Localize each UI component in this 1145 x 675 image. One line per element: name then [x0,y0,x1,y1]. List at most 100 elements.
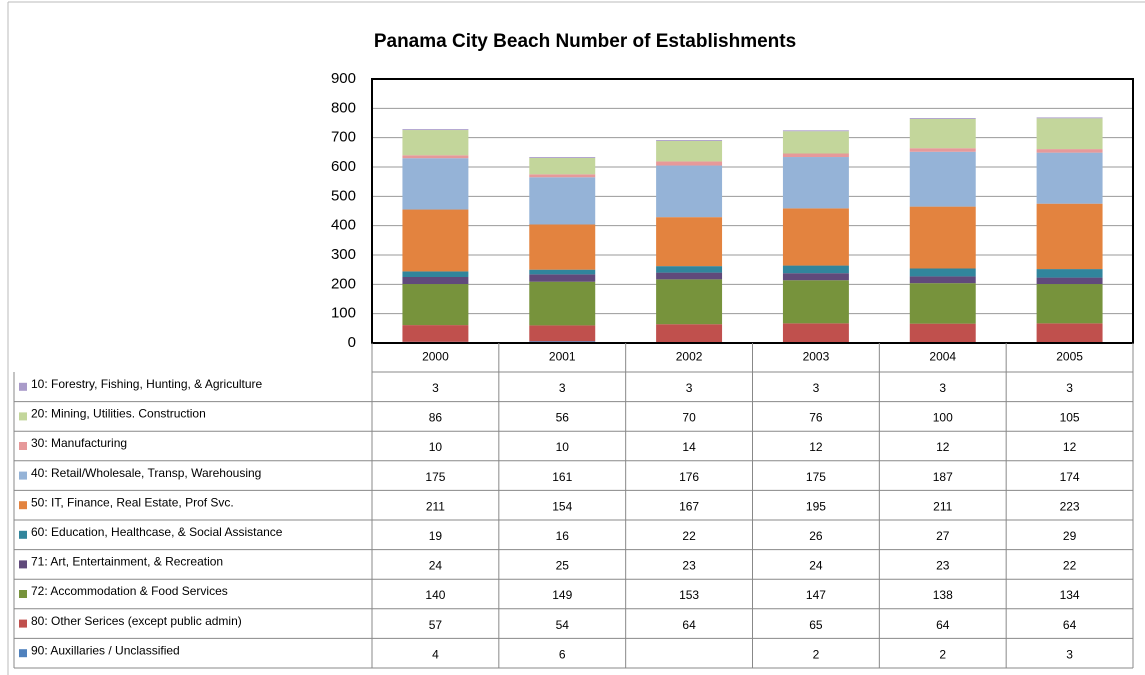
bar-segment [656,165,723,218]
table-value: 175 [806,470,826,484]
legend-key [19,501,27,510]
bar-segment [529,174,596,178]
bar-segment [402,209,469,272]
table-value: 140 [425,588,445,602]
bar-segment [529,177,596,225]
legend-key [19,412,27,421]
legend-label: 50: IT, Finance, Real Estate, Prof Svc. [31,495,234,509]
bar-segment [656,324,723,343]
bar-segment [1036,152,1103,204]
table-value: 3 [559,381,566,395]
table-value: 3 [686,381,693,395]
legend-key [19,471,27,480]
table-value: 12 [936,440,950,454]
y-tick-label: 400 [331,217,356,234]
bar-segment [529,224,596,270]
table-value: 3 [939,381,946,395]
table-value: 12 [809,440,823,454]
legend-label: 30: Manufacturing [31,436,127,450]
table-value: 10 [429,440,443,454]
table-value: 10 [556,440,570,454]
table-value: 65 [809,618,823,632]
table-value: 29 [1063,529,1077,543]
table-value: 6 [559,647,566,661]
table-value: 4 [432,647,439,661]
bar-segment [782,265,849,274]
bar-segment [1036,284,1103,324]
table-value: 26 [809,529,823,543]
bar-segment [402,155,469,159]
y-tick-label: 300 [331,246,356,263]
table-value: 195 [806,499,826,513]
bar-segment [656,161,723,166]
table-value: 149 [552,588,572,602]
bar-segment [529,157,596,158]
table-value: 138 [933,588,953,602]
plot-border [371,78,1134,344]
table-value: 56 [556,411,570,425]
bar-segment [402,158,469,210]
table-value: 27 [936,529,950,543]
table-value: 64 [682,618,696,632]
table-value: 22 [682,529,696,543]
y-tick-label: 700 [331,129,356,146]
table-value: 23 [936,559,950,573]
table-value: 3 [1066,647,1073,661]
table-value: 64 [936,618,950,632]
table-value: 105 [1060,411,1080,425]
bar-segment [656,266,723,273]
bar-segment [782,130,849,132]
table-value: 2 [939,647,946,661]
table-value: 223 [1060,499,1080,513]
bar-segment [1036,277,1103,285]
table-value: 3 [432,381,439,395]
y-tick-label: 900 [331,70,356,87]
bar-segment [402,130,469,156]
table-value: 175 [425,470,445,484]
bar-segment [909,323,976,343]
table-value: 153 [679,588,699,602]
legend-label: 40: Retail/Wholesale, Transp, Warehousin… [31,466,261,480]
bar-segment [909,148,976,152]
y-tick-label: 0 [348,334,356,351]
bar-segment [1036,118,1103,150]
bar-segment [909,118,976,149]
bar-segment [529,157,596,175]
legend-key [19,649,27,658]
x-tick-label: 2000 [422,350,449,364]
table-value: 3 [1066,381,1073,395]
bar-segment [656,140,723,141]
bar-segment [909,283,976,324]
bar-segment [909,151,976,207]
bar-segment [1036,149,1103,153]
x-tick-label: 2005 [1056,350,1083,364]
table-value: 211 [933,499,952,513]
bar-segment [909,206,976,269]
table-value: 24 [809,559,823,573]
bar-segment [529,274,596,282]
bar-segment [1036,269,1103,278]
bar-segment [782,323,849,343]
table-value: 134 [1060,588,1080,602]
legend-label: 90: Auxillaries / Unclassified [31,643,180,657]
legend-key [19,382,27,391]
table-value: 86 [429,411,443,425]
table-value: 174 [1060,470,1080,484]
bar-segment [909,276,976,284]
bar-segment [909,268,976,277]
table-value: 176 [679,470,699,484]
table-value: 3 [813,381,820,395]
table-value: 211 [426,499,445,513]
table-value: 2 [813,647,820,661]
table-value: 23 [682,559,696,573]
x-tick-label: 2004 [929,350,956,364]
table-value: 76 [809,411,823,425]
legend-label: 10: Forestry, Fishing, Hunting, & Agricu… [31,377,263,391]
bar-segment [782,208,849,266]
table-value: 64 [1063,618,1077,632]
bar-segment [909,118,976,119]
legend-label: 80: Other Serices (except public admin) [31,614,242,628]
y-tick-label: 500 [331,187,356,204]
bar-segment [782,157,849,209]
